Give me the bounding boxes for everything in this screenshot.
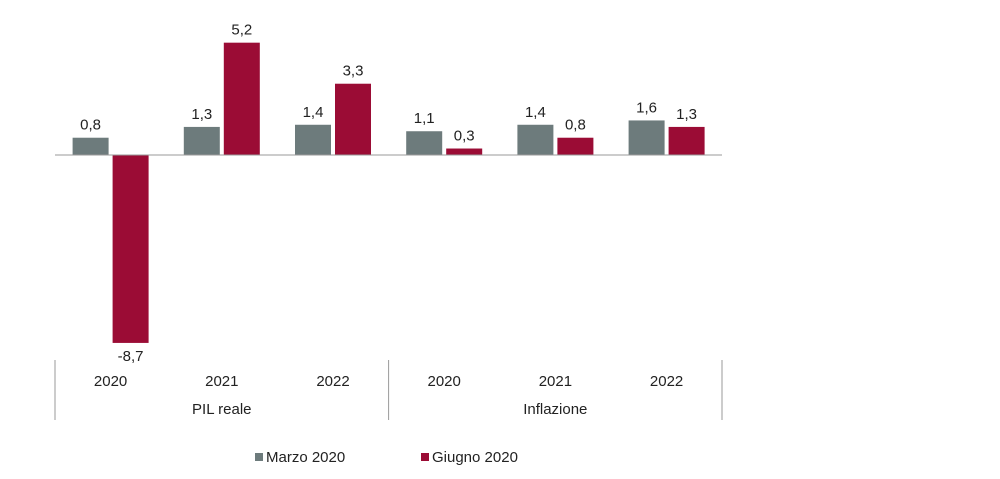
- group-label: PIL reale: [192, 401, 251, 418]
- value-label: 1,1: [414, 110, 435, 127]
- value-label: 1,3: [191, 106, 212, 123]
- bar-marzo-0: [72, 137, 109, 155]
- bar-giugno-0: [112, 155, 149, 343]
- bar-giugno-1: [223, 42, 260, 155]
- group-label: Inflazione: [523, 401, 587, 418]
- bar-marzo-3: [406, 131, 443, 155]
- value-labels-layer: 0,8 -8,7 1,3 5,2 1,4 3,3 1,1 0,3 1,4 0,8 1,6 1,3: [80, 22, 697, 365]
- bar-marzo-5: [628, 120, 665, 155]
- category-tick-label: 2020: [428, 373, 461, 390]
- bar-giugno-4: [557, 137, 594, 155]
- bars-layer: [72, 42, 705, 343]
- legend-label: Giugno 2020: [432, 449, 518, 466]
- category-axis: 2020 2021 2022 2020 2021 2022 PIL reale Inflazi…: [54, 360, 723, 420]
- bar-marzo-4: [517, 124, 554, 155]
- legend-label: Marzo 2020: [266, 449, 345, 466]
- category-tick-label: 2020: [94, 373, 127, 390]
- legend-swatch: [255, 453, 263, 461]
- bar-marzo-2: [295, 124, 331, 155]
- category-tick-label: 2021: [539, 373, 572, 390]
- bar-giugno-3: [446, 148, 483, 155]
- value-label: 1,4: [525, 104, 546, 121]
- category-tick-label: 2022: [316, 373, 349, 390]
- category-tick-label: 2022: [650, 373, 683, 390]
- value-label: 1,3: [676, 106, 697, 123]
- value-label: 0,8: [80, 117, 101, 134]
- value-label: 1,6: [636, 99, 657, 116]
- bar-giugno-2: [335, 83, 371, 155]
- value-label: 0,8: [565, 117, 586, 134]
- category-tick-label: 2021: [205, 373, 238, 390]
- value-label: 5,2: [231, 22, 252, 39]
- legend: Marzo 2020 Giugno 2020: [255, 449, 518, 466]
- legend-swatch: [421, 453, 429, 461]
- bar-giugno-5: [668, 126, 705, 155]
- value-label: 0,3: [454, 128, 475, 145]
- bar-marzo-1: [183, 126, 220, 155]
- value-label: -8,7: [118, 348, 144, 365]
- value-label: 1,4: [303, 104, 324, 121]
- value-label: 3,3: [343, 63, 364, 80]
